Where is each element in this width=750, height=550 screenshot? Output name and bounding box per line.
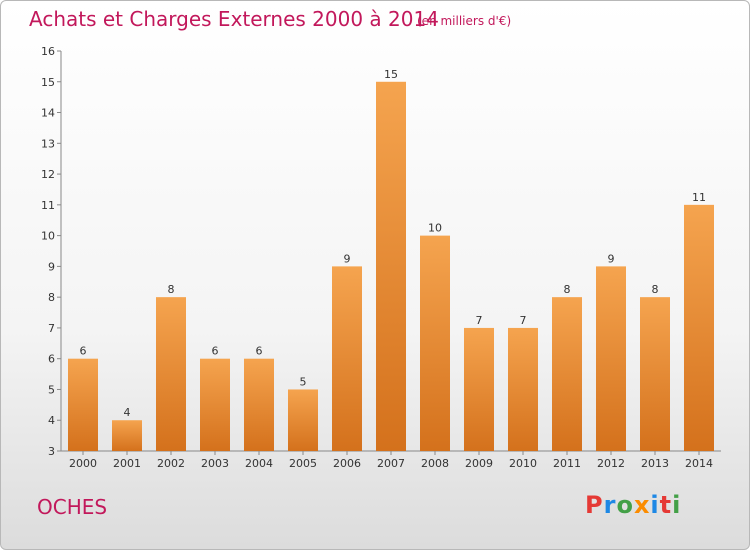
bar[interactable] xyxy=(420,235,450,451)
bar-value-label: 11 xyxy=(692,191,706,204)
logo-letter: i xyxy=(650,491,660,519)
logo-letter: x xyxy=(633,491,651,519)
bar[interactable] xyxy=(596,266,626,451)
x-tick-label: 2010 xyxy=(509,457,537,470)
x-tick-label: 2004 xyxy=(245,457,273,470)
chart-title: Achats et Charges Externes 2000 à 2014 xyxy=(29,7,439,31)
x-tick-label: 2003 xyxy=(201,457,229,470)
y-tick-label: 10 xyxy=(41,230,55,243)
bar-value-label: 9 xyxy=(608,252,615,265)
bar-value-label: 9 xyxy=(344,252,351,265)
bar-value-label: 5 xyxy=(300,375,307,388)
y-tick-label: 14 xyxy=(41,107,55,120)
bar-value-label: 7 xyxy=(476,314,483,327)
bar-value-label: 6 xyxy=(212,345,219,358)
bar[interactable] xyxy=(464,327,494,451)
y-tick-label: 16 xyxy=(41,45,55,58)
bar-value-label: 10 xyxy=(428,222,442,235)
bar-value-label: 6 xyxy=(256,345,263,358)
bar-value-label: 8 xyxy=(564,283,571,296)
bar[interactable] xyxy=(508,327,538,451)
y-tick-label: 3 xyxy=(48,445,55,458)
bar[interactable] xyxy=(640,297,670,451)
chart-unit: (en milliers d'€) xyxy=(417,14,512,28)
bar[interactable] xyxy=(552,297,582,451)
logo-letter: t xyxy=(659,491,673,519)
y-tick-label: 7 xyxy=(48,322,55,335)
bar-value-label: 4 xyxy=(124,406,131,419)
y-tick-label: 11 xyxy=(41,199,55,212)
x-tick-label: 2008 xyxy=(421,457,449,470)
bar-value-label: 15 xyxy=(384,68,398,81)
y-tick-label: 8 xyxy=(48,291,55,304)
y-tick-label: 13 xyxy=(41,137,55,150)
logo-letter: o xyxy=(616,491,634,519)
y-tick-label: 6 xyxy=(48,353,55,366)
logo-letter: r xyxy=(603,491,617,519)
logo-letter: P xyxy=(585,491,604,519)
bar[interactable] xyxy=(68,358,98,451)
x-tick-label: 2012 xyxy=(597,457,625,470)
x-tick-label: 2006 xyxy=(333,457,361,470)
bar-value-label: 8 xyxy=(168,283,175,296)
bar[interactable] xyxy=(376,81,406,452)
bar-value-label: 6 xyxy=(80,345,87,358)
x-tick-label: 2001 xyxy=(113,457,141,470)
y-tick-label: 12 xyxy=(41,168,55,181)
bar[interactable] xyxy=(112,420,142,451)
proxiti-logo[interactable]: Proxiti xyxy=(585,491,681,519)
y-tick-label: 4 xyxy=(48,414,55,427)
x-tick-label: 2014 xyxy=(685,457,713,470)
bar[interactable] xyxy=(684,204,714,451)
x-tick-label: 2013 xyxy=(641,457,669,470)
bar[interactable] xyxy=(332,266,362,451)
x-tick-label: 2002 xyxy=(157,457,185,470)
bar[interactable] xyxy=(200,358,230,451)
x-tick-label: 2000 xyxy=(69,457,97,470)
x-tick-label: 2007 xyxy=(377,457,405,470)
bar[interactable] xyxy=(244,358,274,451)
commune-name: OCHES xyxy=(37,495,108,519)
logo-letter: i xyxy=(672,491,682,519)
y-tick-label: 15 xyxy=(41,76,55,89)
bar[interactable] xyxy=(288,389,318,451)
bar-value-label: 8 xyxy=(652,283,659,296)
bar-value-label: 7 xyxy=(520,314,527,327)
bar[interactable] xyxy=(156,297,186,451)
y-tick-label: 9 xyxy=(48,260,55,273)
x-tick-label: 2009 xyxy=(465,457,493,470)
x-tick-label: 2011 xyxy=(553,457,581,470)
y-tick-label: 5 xyxy=(48,383,55,396)
x-tick-label: 2005 xyxy=(289,457,317,470)
